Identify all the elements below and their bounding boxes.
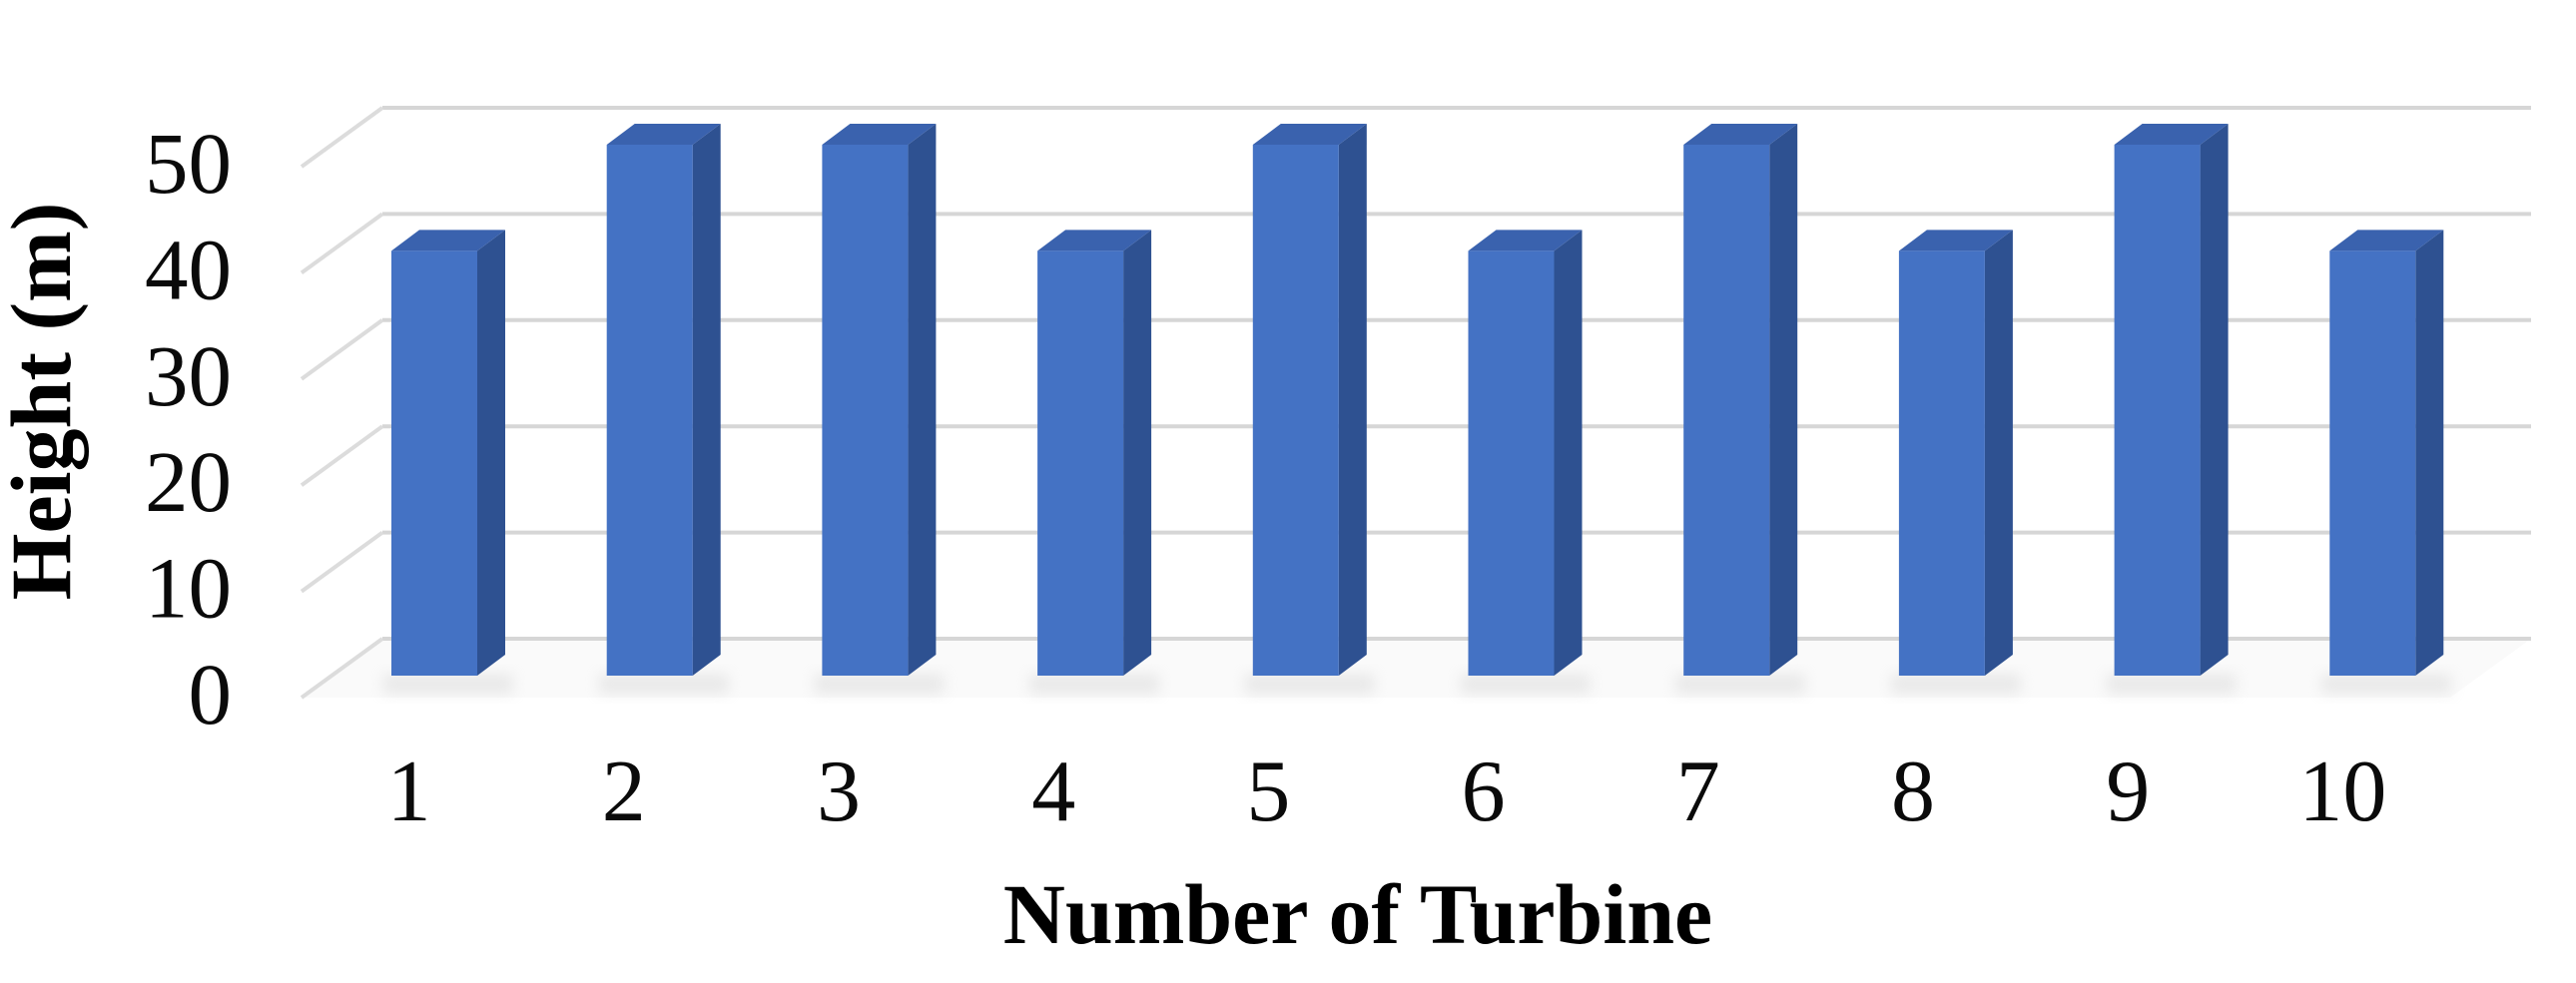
bar-turbine-2 [606, 124, 721, 676]
bar-shadows-layer [383, 674, 2452, 694]
bar-top-face [1683, 124, 1798, 145]
bar-shadow-10 [2321, 674, 2452, 694]
bar-front-face [1468, 250, 1555, 676]
depth-tick-30 [300, 318, 384, 381]
bar-top-face [2114, 124, 2229, 145]
bar-turbine-7 [1683, 124, 1798, 676]
bar-side-face [692, 124, 721, 676]
bar-top-face [1468, 230, 1583, 251]
y-tick-label-40: 40 [145, 221, 232, 317]
bar-front-face [1252, 145, 1339, 676]
y-tick-label-50: 50 [145, 115, 232, 212]
x-tick-label-10: 10 [2298, 743, 2386, 840]
bar-shadow-8 [1890, 674, 2021, 694]
depth-tick-40 [300, 212, 384, 275]
bar-top-face [2329, 230, 2444, 251]
bar-shadow-7 [1675, 674, 1806, 694]
bar-top-face [1252, 124, 1367, 145]
y-tick-label-30: 30 [145, 327, 232, 424]
x-tick-label-7: 7 [1676, 743, 1720, 840]
bar-side-face [1554, 230, 1583, 676]
bar-front-face [1898, 250, 1985, 676]
bar-side-face [2415, 230, 2444, 676]
depth-tick-0 [300, 637, 384, 700]
depth-tick-10 [300, 530, 384, 594]
bar-shadow-9 [2106, 674, 2237, 694]
bar-side-face [477, 230, 505, 676]
bar-turbine-4 [1037, 230, 1152, 676]
bar-turbine-10 [2329, 230, 2444, 676]
y-tick-label-10: 10 [145, 540, 232, 637]
bars-layer [391, 124, 2444, 676]
bar-top-face [1037, 230, 1152, 251]
bar-top-face [1898, 230, 2013, 251]
bar-front-face [606, 145, 693, 676]
bar-side-face [908, 124, 937, 676]
bar-front-face [2329, 250, 2416, 676]
bar-shadow-2 [598, 674, 729, 694]
bar-side-face [1123, 230, 1152, 676]
bar-top-face [822, 124, 937, 145]
bar-side-face [1984, 230, 2013, 676]
x-tick-label-1: 1 [387, 743, 431, 840]
x-tick-label-6: 6 [1462, 743, 1506, 840]
bar-side-face [1338, 124, 1367, 676]
bar-front-face [1683, 145, 1770, 676]
x-tick-label-4: 4 [1031, 743, 1075, 840]
bar-turbine-3 [822, 124, 937, 676]
depth-tick-20 [300, 424, 384, 487]
bar-shadow-4 [1029, 674, 1160, 694]
x-axis-title: Number of Turbine [1003, 866, 1712, 962]
x-tick-label-2: 2 [602, 743, 646, 840]
bar-side-face [2200, 124, 2229, 676]
bar-shadow-6 [1460, 674, 1591, 694]
bar-turbine-6 [1468, 230, 1583, 676]
bar-shadow-5 [1244, 674, 1375, 694]
depth-tick-50 [300, 106, 384, 169]
bar-top-face [606, 124, 721, 145]
bar-turbine-8 [1898, 230, 2013, 676]
y-tick-label-0: 0 [189, 646, 233, 742]
bar-front-face [2114, 145, 2201, 676]
bar-turbine-9 [2114, 124, 2229, 676]
y-axis-title: Height (m) [0, 203, 89, 601]
bar-front-face [1037, 250, 1124, 676]
bar-turbine-1 [391, 230, 505, 676]
bar-front-face [822, 145, 909, 676]
bar-shadow-1 [383, 674, 513, 694]
bar-top-face [391, 230, 505, 251]
y-tick-label-20: 20 [145, 433, 232, 530]
bar-side-face [1769, 124, 1798, 676]
x-tick-label-8: 8 [1891, 743, 1935, 840]
bar-turbine-5 [1252, 124, 1367, 676]
bar-front-face [391, 250, 477, 676]
x-tick-label-5: 5 [1246, 743, 1290, 840]
x-axis-tick-labels: 1 2 3 4 5 6 7 8 9 10 [387, 743, 2387, 840]
x-tick-label-9: 9 [2106, 743, 2150, 840]
bar-shadow-3 [814, 674, 945, 694]
x-tick-label-3: 3 [817, 743, 861, 840]
